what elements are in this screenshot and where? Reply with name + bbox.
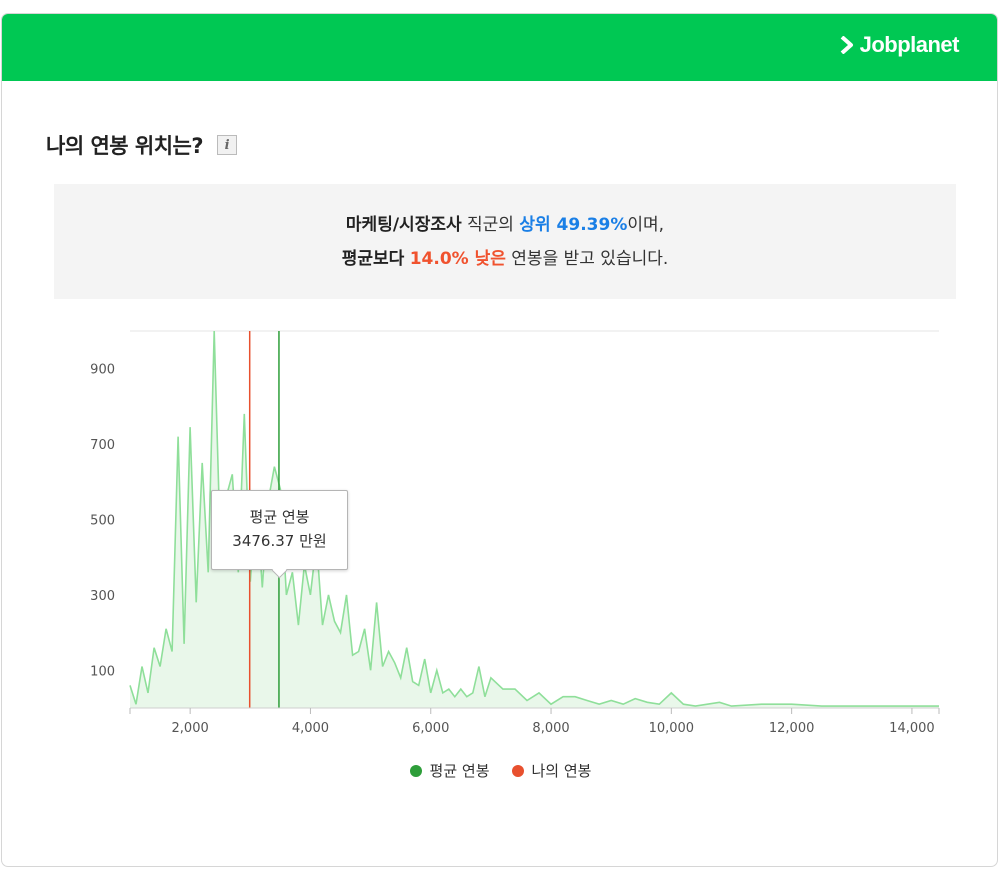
average-tooltip: 평균 연봉 3476.37 만원 xyxy=(211,490,348,570)
y-tick-label: 500 xyxy=(90,514,115,529)
legend-item-mine[interactable]: 나의 연봉 xyxy=(511,760,592,781)
summary-line-2: 평균보다 14.0% 낮은 연봉을 받고 있습니다. xyxy=(54,242,956,276)
job-category: 마케팅/시장조사 xyxy=(345,215,462,235)
section-title-row: 나의 연봉 위치는? i xyxy=(46,130,238,160)
chart-legend: 평균 연봉 나의 연봉 xyxy=(2,760,997,781)
page-title: 나의 연봉 위치는? xyxy=(46,134,204,158)
compare-label: 평균보다 xyxy=(341,249,405,269)
legend-label: 나의 연봉 xyxy=(531,762,592,780)
x-tick-label: 10,000 xyxy=(649,721,695,736)
y-tick-label: 300 xyxy=(90,589,115,604)
jobplanet-logo[interactable]: Jobplanet xyxy=(840,32,960,58)
distribution-line xyxy=(129,330,939,707)
salary-summary: 마케팅/시장조사 직군의 상위 49.39%이며, 평균보다 14.0% 낮은 … xyxy=(54,184,956,299)
y-tick-label: 900 xyxy=(90,363,115,378)
x-tick-label: 8,000 xyxy=(532,721,569,736)
info-icon[interactable]: i xyxy=(217,135,238,155)
legend-item-average[interactable]: 평균 연봉 xyxy=(409,760,490,781)
chevron-right-icon xyxy=(840,36,853,54)
legend-dot xyxy=(511,764,524,777)
tooltip-label: 평균 연봉 xyxy=(249,508,310,526)
legend-dot xyxy=(409,764,422,777)
y-tick-label: 700 xyxy=(90,438,115,453)
diff-percent: 14.0% 낮은 xyxy=(409,249,506,269)
salary-distribution-chart: 2,000 4,000 6,000 8,000 10,000 12,000 14,000 10… xyxy=(90,330,940,736)
summary-text: 직군의 xyxy=(461,215,520,235)
salary-position-card: Jobplanet 나의 연봉 위치는? i 마케팅/시장조사 직군의 상위 4… xyxy=(1,13,998,867)
summary-text: 연봉을 받고 있습니다. xyxy=(505,249,669,269)
brand-header: Jobplanet xyxy=(2,14,997,81)
rank-percent: 상위 49.39% xyxy=(519,215,628,235)
summary-line-1: 마케팅/시장조사 직군의 상위 49.39%이며, xyxy=(54,208,956,242)
x-tick-label: 14,000 xyxy=(889,721,935,736)
x-tick-label: 6,000 xyxy=(412,721,449,736)
x-tick-label: 2,000 xyxy=(172,721,209,736)
tooltip-value: 3476.37 만원 xyxy=(232,532,327,550)
summary-text: 이며, xyxy=(627,215,665,235)
x-tick-label: 12,000 xyxy=(769,721,815,736)
y-tick-label: 100 xyxy=(90,664,115,679)
x-tick-label: 4,000 xyxy=(292,721,329,736)
brand-name: Jobplanet xyxy=(859,32,960,57)
legend-label: 평균 연봉 xyxy=(429,762,490,780)
